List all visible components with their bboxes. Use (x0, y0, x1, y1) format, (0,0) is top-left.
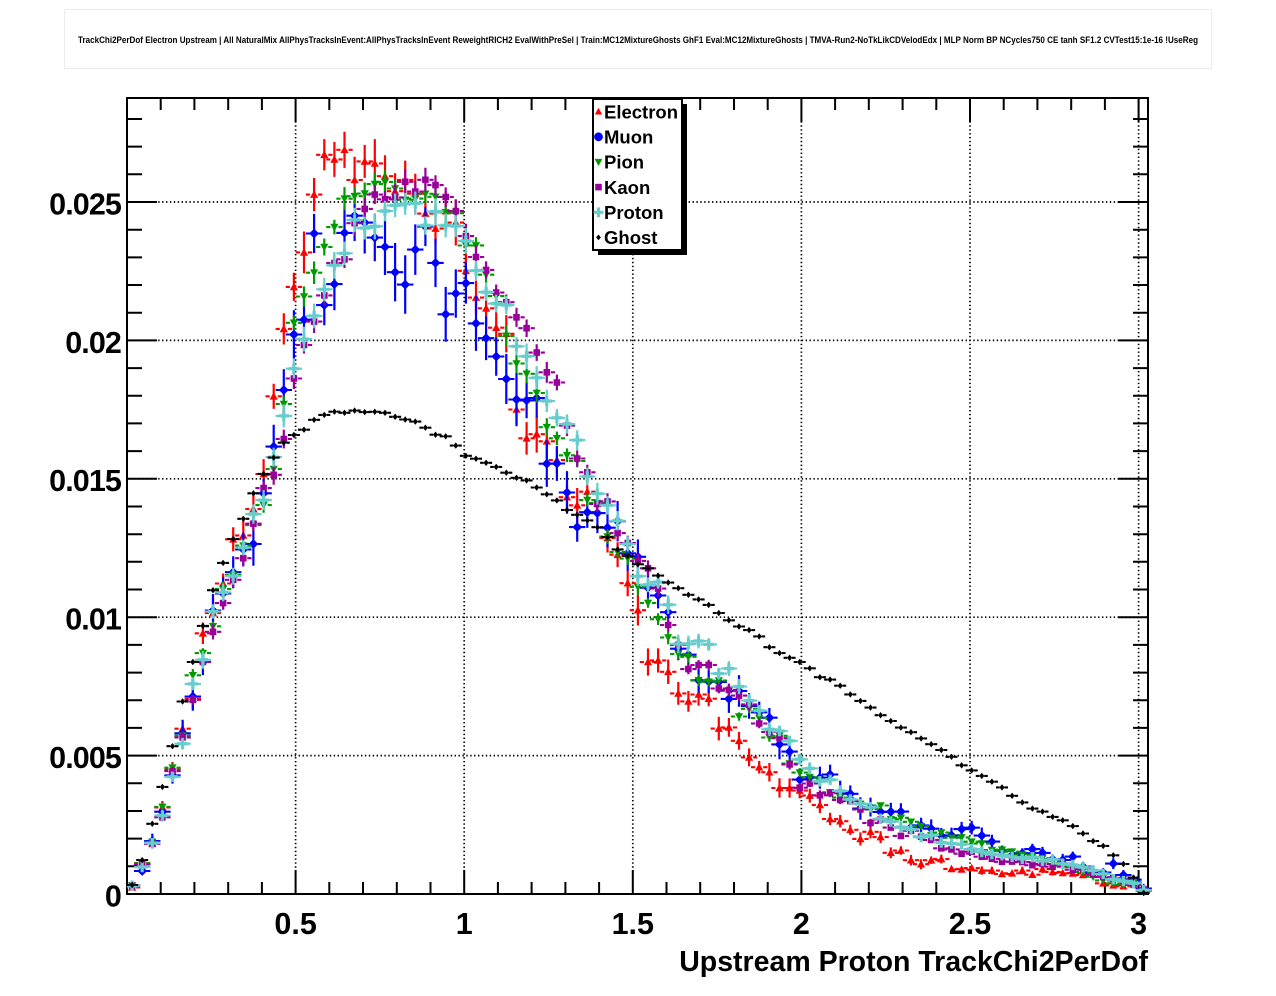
svg-text:0.01: 0.01 (65, 603, 122, 637)
svg-text:1.5: 1.5 (612, 907, 654, 941)
svg-text:Muon: Muon (604, 126, 653, 147)
svg-text:0.02: 0.02 (65, 326, 121, 360)
svg-text:0.5: 0.5 (274, 907, 316, 941)
svg-text:0: 0 (105, 879, 121, 913)
svg-text:0.005: 0.005 (49, 741, 122, 775)
svg-text:2.5: 2.5 (949, 907, 991, 941)
svg-text:Ghost: Ghost (604, 227, 657, 248)
svg-text:0.025: 0.025 (49, 187, 122, 221)
svg-text:TrackChi2PerDof Electron Upstr: TrackChi2PerDof Electron Upstream | All … (78, 35, 1198, 46)
svg-text:3: 3 (1130, 907, 1147, 941)
svg-text:Proton: Proton (604, 202, 664, 223)
svg-text:Kaon: Kaon (604, 177, 650, 198)
svg-text:Electron: Electron (604, 101, 678, 122)
svg-text:2: 2 (793, 907, 810, 941)
svg-text:0.015: 0.015 (49, 464, 122, 498)
svg-text:1: 1 (456, 907, 473, 941)
svg-text:Upstream Proton TrackChi2PerDo: Upstream Proton TrackChi2PerDof (679, 946, 1148, 978)
svg-text:Pion: Pion (604, 152, 644, 173)
